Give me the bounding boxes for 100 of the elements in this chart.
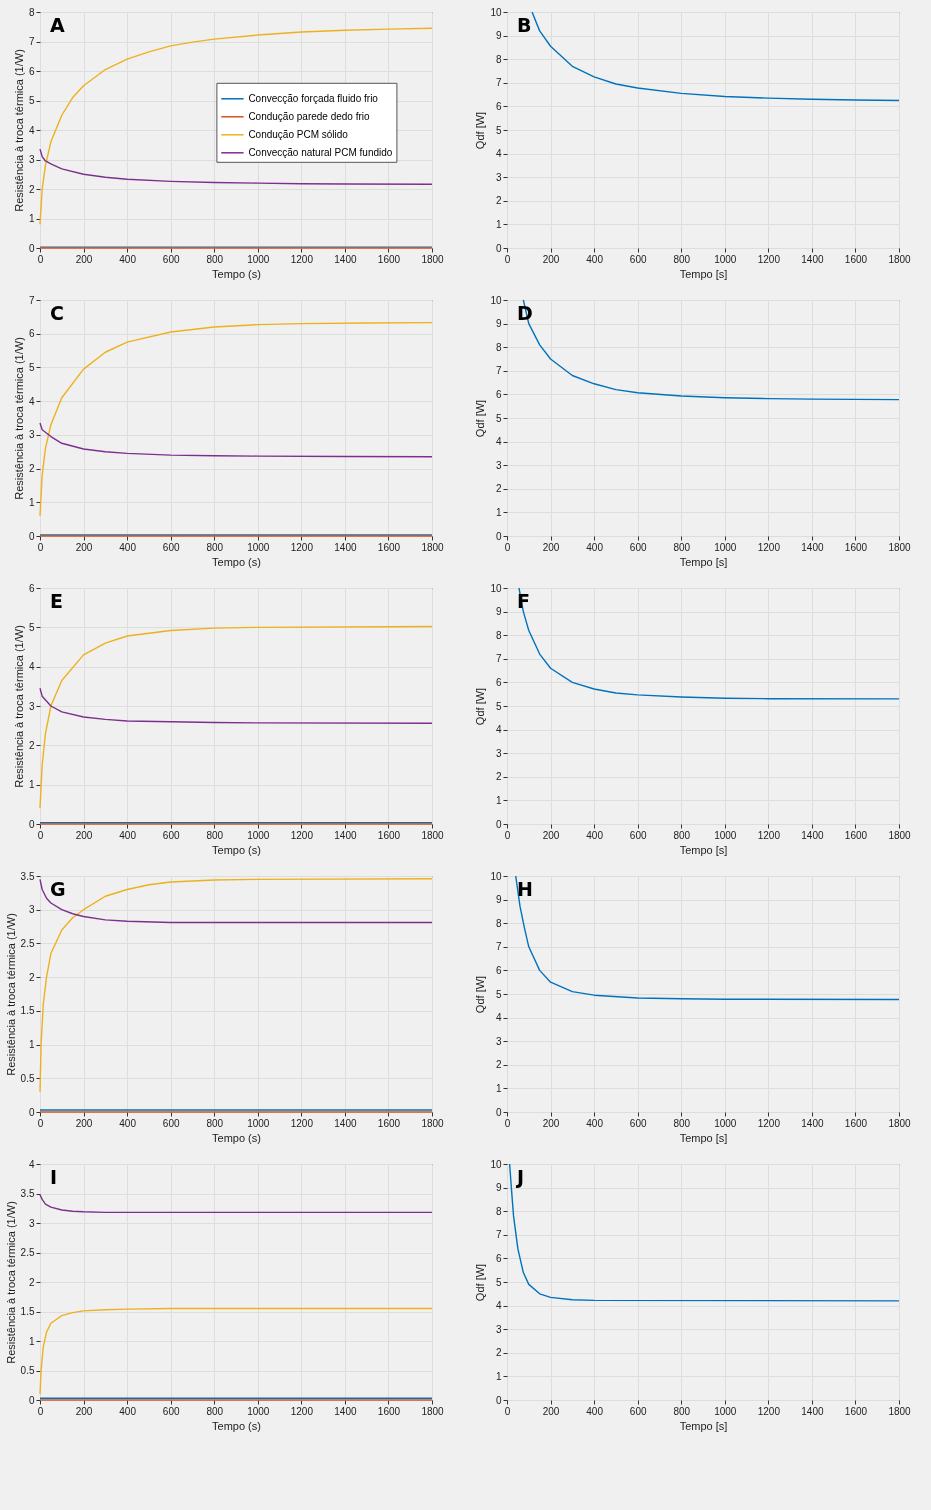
y-tick-label: 10 [490, 1158, 502, 1170]
y-tick-label: 3 [28, 904, 35, 916]
legend-label: Convecção forçada fluido frio [248, 92, 379, 104]
y-tick-label: 10 [490, 6, 502, 18]
y-tick-label: 2 [28, 183, 35, 195]
y-tick-label: 7 [28, 36, 35, 47]
y-tick-label: 3.5 [20, 1188, 35, 1199]
x-tick-label: 1600 [377, 829, 401, 841]
x-tick-label: 1800 [421, 253, 445, 265]
y-tick-label: 7 [495, 653, 502, 665]
x-tick-label: 1400 [334, 829, 357, 841]
y-tick-label: 0 [28, 242, 35, 254]
x-tick-label: 1600 [844, 829, 868, 841]
y-tick-label: 3.5 [20, 870, 35, 882]
y-tick-label: 6 [28, 65, 35, 77]
x-tick-label: 600 [629, 253, 647, 265]
line-series [39, 148, 433, 185]
y-tick-label: 6 [495, 388, 502, 400]
y-tick-label: 8 [495, 341, 502, 353]
x-axis-title: Tempo (s) [212, 1131, 261, 1144]
y-tick-label: 1 [495, 218, 502, 230]
y-tick-label: 0 [28, 1106, 35, 1118]
x-tick-label: 1800 [888, 1405, 912, 1417]
x-tick-label: 1400 [801, 1117, 824, 1129]
x-tick-label: 200 [75, 1405, 93, 1417]
x-tick-label: 600 [162, 829, 180, 841]
x-tick-label: 1000 [247, 1117, 270, 1129]
x-tick-label: 1800 [421, 1405, 445, 1417]
chart-title: B [517, 14, 532, 36]
x-tick-label: 400 [119, 829, 137, 841]
x-tick-label: 600 [629, 1117, 647, 1129]
line-series [531, 11, 900, 102]
y-tick-label: 3 [495, 1323, 502, 1335]
chart-title: J [515, 1166, 525, 1188]
x-tick-label: 1200 [757, 829, 781, 841]
x-tick-label: 1400 [334, 1117, 357, 1129]
y-tick-label: 5 [28, 621, 35, 633]
line-series [518, 587, 900, 700]
x-tick-label: 800 [673, 253, 691, 265]
y-tick-label: 7 [495, 941, 502, 953]
y-tick-label: 8 [495, 629, 502, 641]
x-tick-label: 1200 [757, 1117, 781, 1129]
y-tick-label: 3 [495, 1035, 502, 1047]
x-tick-label: 800 [673, 1405, 691, 1417]
x-tick-label: 0 [504, 1117, 511, 1129]
x-tick-label: 400 [586, 1405, 604, 1417]
y-tick-label: 2 [495, 1347, 502, 1359]
y-tick-label: 8 [28, 6, 35, 18]
x-tick-label: 1800 [421, 541, 445, 553]
y-axis-title: Qdf [W] [474, 111, 487, 150]
x-tick-label: 200 [542, 253, 560, 265]
x-tick-label: 200 [542, 541, 560, 553]
chart-title: H [517, 878, 533, 900]
x-tick-label: 1400 [801, 253, 824, 265]
x-tick-label: 1200 [757, 541, 781, 553]
y-axis-title: Qdf [W] [474, 687, 487, 726]
x-tick-label: 800 [673, 541, 691, 553]
x-axis-title: Tempo [s] [679, 1131, 728, 1144]
line-series [515, 875, 900, 1001]
y-tick-label: 0 [28, 818, 35, 830]
x-tick-label: 400 [119, 1117, 137, 1129]
x-tick-label: 1000 [714, 829, 737, 841]
x-tick-label: 0 [504, 541, 511, 553]
y-axis-title: Resistência à troca térmica (1/W) [4, 1201, 17, 1364]
y-tick-label: 3 [495, 747, 502, 759]
y-tick-label: 3 [28, 429, 35, 441]
x-tick-label: 0 [504, 253, 511, 265]
x-tick-label: 600 [162, 253, 180, 265]
y-tick-label: 1 [495, 506, 502, 518]
x-tick-label: 1800 [888, 1117, 912, 1129]
y-tick-label: 9 [495, 30, 502, 42]
y-tick-label: 10 [490, 582, 502, 594]
x-tick-label: 1400 [801, 829, 824, 841]
y-tick-label: 0 [28, 530, 35, 542]
x-tick-label: 1200 [290, 1117, 314, 1129]
y-tick-label: 1 [495, 1082, 502, 1094]
x-tick-label: 1600 [377, 1117, 401, 1129]
y-tick-label: 0 [495, 242, 502, 254]
x-tick-label: 1800 [888, 829, 912, 841]
y-tick-label: 7 [495, 365, 502, 377]
chart-title: I [50, 1166, 58, 1188]
y-axis-title: Resistência à troca térmica (1/W) [12, 625, 25, 788]
x-tick-label: 600 [629, 541, 647, 553]
y-tick-label: 6 [28, 582, 35, 594]
x-tick-label: 1600 [844, 253, 868, 265]
x-tick-label: 1000 [714, 1117, 737, 1129]
chart-title: E [50, 590, 63, 612]
chart-title: A [50, 14, 65, 36]
y-tick-label: 2 [495, 195, 502, 207]
x-tick-label: 1000 [247, 829, 270, 841]
y-tick-label: 5 [495, 412, 502, 424]
x-tick-label: 400 [119, 541, 137, 553]
y-axis-title: Qdf [W] [474, 399, 487, 438]
line-series [39, 625, 433, 809]
y-tick-label: 6 [495, 676, 502, 688]
y-tick-label: 7 [495, 1229, 502, 1241]
x-tick-label: 1800 [888, 253, 912, 265]
y-tick-label: 2 [28, 1276, 35, 1288]
y-tick-label: 2 [495, 483, 502, 495]
x-tick-label: 200 [75, 1117, 93, 1129]
